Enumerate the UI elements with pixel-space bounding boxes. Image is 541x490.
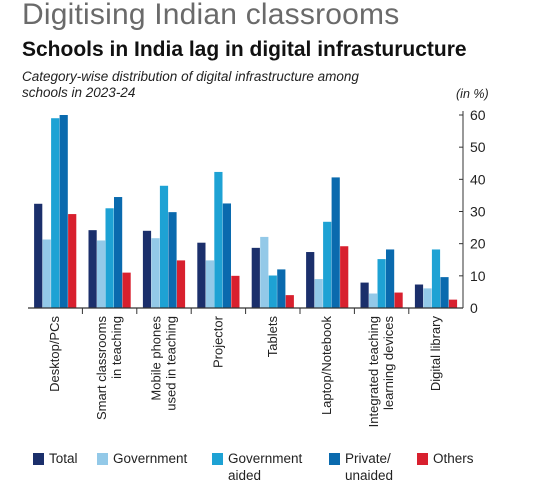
x-category-label: Mobile phones	[149, 316, 164, 401]
bar	[340, 246, 349, 308]
bar	[142, 230, 152, 308]
legend-label-government: Government	[113, 451, 188, 466]
x-category-label: Projector	[210, 315, 225, 368]
bar	[205, 260, 214, 308]
bar	[34, 203, 43, 308]
x-category-label: in teaching	[109, 316, 124, 379]
legend-swatch-government-aided	[212, 453, 223, 465]
legend-label-private-unaided: Private/ unaided	[345, 451, 394, 483]
bar-group	[360, 249, 403, 308]
chart-title: Schools in India lag in digital infrastu…	[22, 38, 467, 61]
bar-group	[251, 236, 294, 308]
y-tick-label: 60	[470, 107, 486, 123]
bar	[386, 249, 395, 308]
bar	[360, 282, 369, 308]
bar	[88, 230, 97, 308]
bar-group	[88, 197, 131, 308]
legend-label-government-aided: Government aided	[228, 451, 303, 483]
bar	[423, 288, 432, 308]
bar	[306, 252, 315, 308]
bar	[251, 247, 260, 308]
chart-legend: Total Government Government aided Privat…	[0, 449, 541, 489]
y-tick-label: 30	[470, 204, 486, 220]
y-tick-label: 50	[470, 139, 486, 155]
bar	[323, 221, 332, 308]
legend-label-total: Total	[49, 451, 78, 466]
bar	[105, 208, 114, 308]
bar	[214, 171, 223, 308]
legend-label-others: Others	[433, 451, 474, 466]
page-title: Digitising Indian classrooms	[22, 0, 400, 31]
y-axis-unit-label: (in %)	[456, 87, 489, 101]
x-category-label: Digital library	[428, 316, 443, 392]
bar	[122, 272, 131, 308]
bar-group	[34, 115, 77, 308]
legend-swatch-total	[33, 453, 44, 465]
y-tick-label: 0	[470, 300, 478, 316]
bar	[231, 275, 240, 308]
x-category-label: Tablets	[265, 316, 280, 358]
chart-subtitle: Category-wise distribution of digital in…	[22, 69, 359, 100]
legend-swatch-government	[97, 453, 108, 465]
legend-swatch-others	[417, 453, 428, 465]
bar-group	[306, 177, 349, 308]
bar	[277, 269, 286, 308]
bar	[440, 277, 449, 308]
y-tick-label: 40	[470, 171, 486, 187]
bar	[414, 284, 424, 308]
bar	[369, 293, 378, 308]
bar-group	[414, 249, 458, 308]
bar-chart: 0 10 20 30 40 50 60 Desktop/PCs Smart classrooms…	[28, 107, 486, 427]
x-category-label: used in teaching	[164, 316, 179, 411]
bar	[431, 249, 441, 308]
bar	[168, 212, 177, 308]
y-tick-label: 10	[470, 268, 486, 284]
bar	[268, 275, 277, 308]
bar	[394, 292, 403, 308]
x-category-label: Smart classrooms	[94, 316, 109, 421]
x-category-label: Desktop/PCs	[47, 316, 62, 392]
bar	[114, 197, 123, 308]
bar	[377, 259, 386, 308]
y-tick-label: 20	[470, 236, 486, 252]
bar	[260, 236, 269, 308]
bar	[285, 295, 294, 308]
bar	[176, 260, 186, 308]
bar	[42, 239, 51, 308]
legend-swatch-private-unaided	[329, 453, 340, 465]
bar	[159, 185, 169, 308]
bar	[97, 240, 106, 308]
bar	[448, 299, 458, 308]
bar	[197, 242, 206, 308]
x-category-label: Laptop/Notebook	[319, 316, 334, 416]
x-category-label: Integrated teaching	[366, 316, 381, 427]
bar	[314, 279, 323, 308]
bar	[151, 238, 160, 308]
bar-group	[142, 185, 186, 308]
bar	[51, 118, 60, 308]
bar	[59, 115, 68, 308]
bar	[222, 203, 231, 308]
bar	[68, 214, 77, 308]
bar	[331, 177, 340, 308]
bar-group	[197, 171, 240, 308]
x-category-label: learning devices	[381, 316, 396, 410]
